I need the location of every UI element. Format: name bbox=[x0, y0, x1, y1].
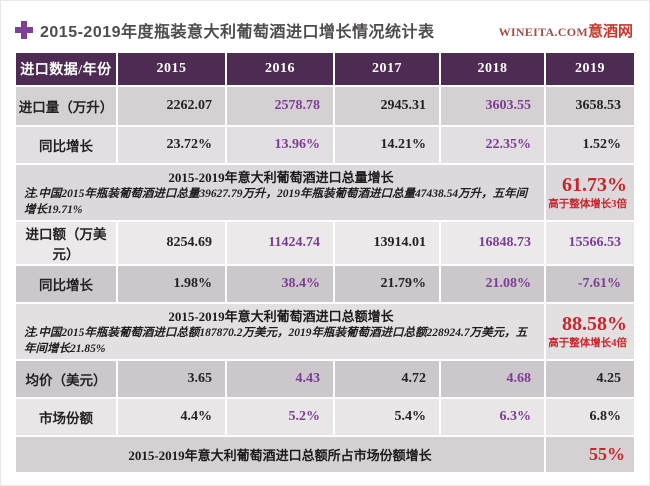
cell-value: 21.79% bbox=[335, 266, 439, 303]
summary-percent: 88.58% bbox=[562, 312, 627, 335]
summary-title: 2015-2019年意大利葡萄酒进口总额所占市场份额增长 bbox=[16, 437, 544, 473]
summary-caption: 高于整体增长4倍 bbox=[548, 337, 627, 349]
cell-value: 8254.69 bbox=[118, 222, 225, 265]
brand-site-url: WINEITA.COM bbox=[498, 24, 588, 39]
cell-value: 2945.31 bbox=[335, 87, 439, 125]
table-header-row: 进口数据/年份 2015 2016 2017 2018 2019 bbox=[16, 53, 634, 85]
cell-value: 13914.01 bbox=[335, 222, 439, 265]
table-row-volume-yoy: 同比增长 23.72% 13.96% 14.21% 22.35% 1.52% bbox=[16, 127, 634, 163]
cell-value: 6.3% bbox=[441, 399, 544, 436]
plus-icon bbox=[15, 21, 33, 39]
title-wrap: 2015-2019年度瓶装意大利葡萄酒进口增长情况统计表 bbox=[15, 18, 435, 42]
cell-value: 21.08% bbox=[441, 266, 544, 303]
cell-value: 6.8% bbox=[546, 399, 634, 436]
cell-value: 4.4% bbox=[118, 399, 225, 436]
row-label: 均价（美元） bbox=[16, 361, 116, 398]
row-label: 市场份额 bbox=[16, 399, 116, 436]
summary-note: 注.中国2015年瓶装葡萄酒进口总额187870.2万美元，2019年瓶装葡萄酒… bbox=[24, 327, 528, 355]
cell-value: 2262.07 bbox=[118, 87, 225, 125]
summary-value-cell: 88.58% 高于整体增长4倍 bbox=[546, 304, 634, 360]
summary-row-volume-growth: 2015-2019年意大利葡萄酒进口总量增长 注.中国2015年瓶装葡萄酒进口总… bbox=[16, 165, 634, 221]
cell-value: 3603.55 bbox=[441, 87, 544, 125]
cell-value: 13.96% bbox=[227, 127, 333, 163]
cell-value: 11424.74 bbox=[227, 222, 333, 265]
summary-title: 2015-2019年意大利葡萄酒进口总量增长 bbox=[168, 170, 394, 185]
cell-value: 3658.53 bbox=[546, 87, 634, 125]
cell-value: 14.21% bbox=[335, 127, 439, 163]
cell-value: 3.65 bbox=[118, 361, 225, 398]
year-header-2019: 2019 bbox=[546, 53, 634, 85]
import-stats-table: 进口数据/年份 2015 2016 2017 2018 2019 进口量（万升）… bbox=[14, 51, 636, 475]
cell-value: 4.72 bbox=[335, 361, 439, 398]
table-row-market-share: 市场份额 4.4% 5.2% 5.4% 6.3% 6.8% bbox=[16, 399, 634, 436]
cell-value: 5.2% bbox=[227, 399, 333, 436]
year-header-2015: 2015 bbox=[118, 53, 225, 85]
brand-site-name: 意酒网 bbox=[587, 22, 633, 40]
summary-note-cell: 2015-2019年意大利葡萄酒进口总额增长 注.中国2015年瓶装葡萄酒进口总… bbox=[16, 304, 544, 360]
cell-value: 16848.73 bbox=[441, 222, 544, 265]
summary-row-share-growth: 2015-2019年意大利葡萄酒进口总额所占市场份额增长 55% bbox=[16, 437, 634, 473]
summary-row-value-growth: 2015-2019年意大利葡萄酒进口总额增长 注.中国2015年瓶装葡萄酒进口总… bbox=[16, 304, 634, 360]
table-row-import-value: 进口额（万美元） 8254.69 11424.74 13914.01 16848… bbox=[16, 222, 634, 265]
cell-value: -7.61% bbox=[546, 266, 634, 303]
table-row-value-yoy: 同比增长 1.98% 38.4% 21.79% 21.08% -7.61% bbox=[16, 266, 634, 303]
cell-value: 5.4% bbox=[335, 399, 439, 436]
summary-value-cell: 61.73% 高于整体增长3倍 bbox=[546, 165, 634, 221]
cell-value: 1.98% bbox=[118, 266, 225, 303]
page-title: 2015-2019年度瓶装意大利葡萄酒进口增长情况统计表 bbox=[40, 24, 435, 41]
cell-value: 22.35% bbox=[441, 127, 544, 163]
row-label: 进口量（万升） bbox=[16, 87, 116, 125]
year-header-2018: 2018 bbox=[441, 53, 544, 85]
row-label: 同比增长 bbox=[16, 127, 116, 163]
cell-value: 2578.78 bbox=[227, 87, 333, 125]
table-row-average-price: 均价（美元） 3.65 4.43 4.72 4.68 4.25 bbox=[16, 361, 634, 398]
row-label: 同比增长 bbox=[16, 266, 116, 303]
summary-percent: 61.73% bbox=[562, 173, 627, 196]
summary-note: 注.中国2015年瓶装葡萄酒进口总量39627.79万升，2019年瓶装葡萄酒进… bbox=[24, 188, 528, 216]
summary-caption: 高于整体增长3倍 bbox=[548, 198, 627, 210]
year-header-2017: 2017 bbox=[335, 53, 439, 85]
cell-value: 4.43 bbox=[227, 361, 333, 398]
row-label: 进口额（万美元） bbox=[16, 222, 116, 265]
cell-value: 4.68 bbox=[441, 361, 544, 398]
year-header-2016: 2016 bbox=[227, 53, 333, 85]
brand-logo: WINEITA.COM意酒网 bbox=[499, 20, 633, 41]
corner-header: 进口数据/年份 bbox=[16, 53, 116, 85]
cell-value: 15566.53 bbox=[546, 222, 634, 265]
topbar: 2015-2019年度瓶装意大利葡萄酒进口增长情况统计表 WINEITA.COM… bbox=[1, 1, 649, 51]
summary-percent: 55% bbox=[546, 437, 634, 473]
cell-value: 1.52% bbox=[546, 127, 634, 163]
cell-value: 4.25 bbox=[546, 361, 634, 398]
summary-note-cell: 2015-2019年意大利葡萄酒进口总量增长 注.中国2015年瓶装葡萄酒进口总… bbox=[16, 165, 544, 221]
summary-title: 2015-2019年意大利葡萄酒进口总额增长 bbox=[168, 309, 394, 325]
table-row-import-volume: 进口量（万升） 2262.07 2578.78 2945.31 3603.55 … bbox=[16, 87, 634, 125]
cell-value: 38.4% bbox=[227, 266, 333, 303]
cell-value: 23.72% bbox=[118, 127, 225, 163]
